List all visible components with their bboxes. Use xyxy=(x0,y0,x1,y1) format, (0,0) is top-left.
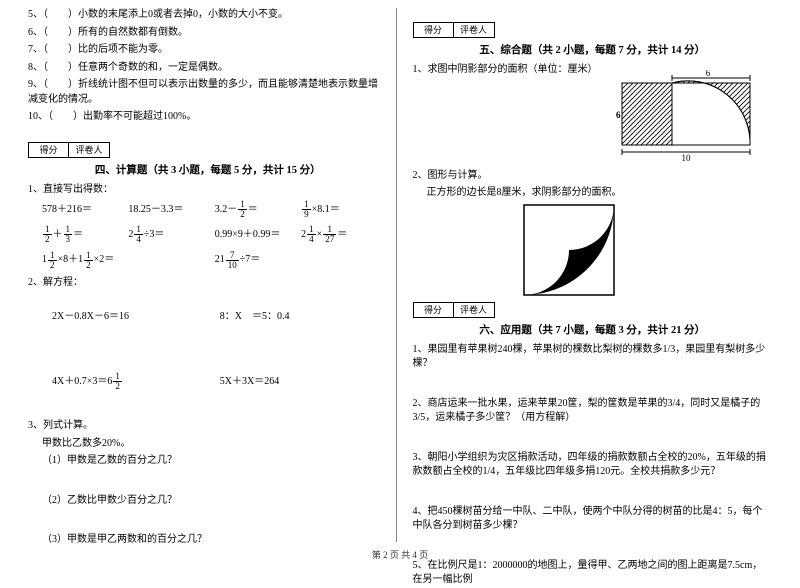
q3-intro: 甲数比乙数多20%。 xyxy=(28,437,388,452)
section-4-title: 四、计算题（共 3 小题，每题 5 分，共计 15 分） xyxy=(28,162,388,177)
tf-item: 6、（ ）所有的自然数都有倒数。 xyxy=(28,26,388,41)
calc-row: 112×8＋112×2＝ 21710÷7＝ xyxy=(28,250,388,269)
score-label: 得分 xyxy=(414,303,454,317)
equation: 4X＋0.7×3＝612 xyxy=(52,372,220,391)
equation: 2X－0.8X－6＝16 xyxy=(52,307,220,322)
dim-6: 6 xyxy=(706,70,711,78)
q3-label: 3、列式计算。 xyxy=(28,419,388,434)
calc-row: 12＋13＝ 214÷3＝ 0.99×9＋0.99＝ 214×127＝ xyxy=(28,225,388,244)
expr: 578＋216＝ xyxy=(42,200,128,219)
expr: 214÷3＝ xyxy=(128,225,214,244)
q3-sub: （1）甲数是乙数的百分之几？ xyxy=(28,454,388,469)
tf-item: 5、（ ）小数的末尾添上0或者去掉0，小数的大小不变。 xyxy=(28,8,388,23)
r-q2-line: 正方形的边长是8厘米，求阴影部分的面积。 xyxy=(413,186,773,201)
dim-h: 6 xyxy=(616,110,621,120)
app-q: 4、把450棵树苗分给一中队、二中队，使两个中队分得的树苗的比是4：5，每个中队… xyxy=(413,505,773,534)
calc-row: 578＋216＝ 18.25－3.3＝ 3.2－12＝ 19×8.1＝ xyxy=(28,200,388,219)
q2-label: 2、解方程： xyxy=(28,276,388,291)
equation: 8：X ＝5：0.4 xyxy=(220,307,388,322)
figure-1: 6 6 10 xyxy=(616,70,766,162)
expr: 214×127＝ xyxy=(301,225,387,244)
grader-label: 评卷人 xyxy=(454,23,494,37)
score-box: 得分评卷人 xyxy=(413,22,495,38)
q3-sub: （2）乙数比甲数少百分之几？ xyxy=(28,494,388,509)
page-footer: 第 2 页 共 4 页 xyxy=(0,548,800,561)
grader-label: 评卷人 xyxy=(454,303,494,317)
tf-item: 10、（ ）出勤率不可能超过100%。 xyxy=(28,110,388,125)
score-box: 得分评卷人 xyxy=(413,302,495,318)
eq-row: 2X－0.8X－6＝16 8：X ＝5：0.4 xyxy=(28,307,388,322)
app-q: 2、商店运来一批水果，运来苹果20筐，梨的筐数是苹果的3/4，同时又是橘子的3/… xyxy=(413,397,773,426)
equation: 5X＋3X＝264 xyxy=(220,372,388,391)
expr: 112×8＋112×2＝ xyxy=(42,250,215,269)
expr: 0.99×9＋0.99＝ xyxy=(215,225,301,244)
score-label: 得分 xyxy=(414,23,454,37)
dim-10: 10 xyxy=(682,153,692,162)
app-q: 5、在比例尺是1：2000000的地图上，量得甲、乙两地之间的图上距离是7.5c… xyxy=(413,559,773,588)
grader-label: 评卷人 xyxy=(69,143,109,157)
expr: 12＋13＝ xyxy=(42,225,128,244)
q1-label: 1、直接写出得数： xyxy=(28,183,388,198)
app-q: 3、朝阳小学组织为灾区捐款活动，四年级的捐款数额占全校的20%，五年级的捐款数额… xyxy=(413,451,773,480)
expr: 3.2－12＝ xyxy=(215,200,301,219)
eq-row: 4X＋0.7×3＝612 5X＋3X＝264 xyxy=(28,372,388,391)
tf-item: 7、（ ）比的后项不能为零。 xyxy=(28,43,388,58)
q3-sub: （3）甲数是甲乙两数和的百分之几？ xyxy=(28,533,388,548)
tf-item: 9、（ ）折线统计图不但可以表示出数量的多少，而且能够清楚地表示数量增减变化的情… xyxy=(28,78,388,107)
section-6-title: 六、应用题（共 7 小题，每题 3 分，共计 21 分） xyxy=(413,322,773,337)
app-q: 1、果园里有苹果树240棵，苹果树的棵数比梨树的棵数多1/3，果园里有梨树多少棵… xyxy=(413,343,773,372)
section-5-title: 五、综合题（共 2 小题，每题 7 分，共计 14 分） xyxy=(413,42,773,57)
figure-2 xyxy=(523,204,615,296)
r-q2: 2、图形与计算。 xyxy=(413,169,773,184)
score-label: 得分 xyxy=(29,143,69,157)
score-box: 得分评卷人 xyxy=(28,142,110,158)
expr: 18.25－3.3＝ xyxy=(128,200,214,219)
expr: 21710÷7＝ xyxy=(215,250,388,269)
expr: 19×8.1＝ xyxy=(301,200,387,219)
tf-item: 8、（ ）任意两个奇数的和，一定是偶数。 xyxy=(28,61,388,76)
